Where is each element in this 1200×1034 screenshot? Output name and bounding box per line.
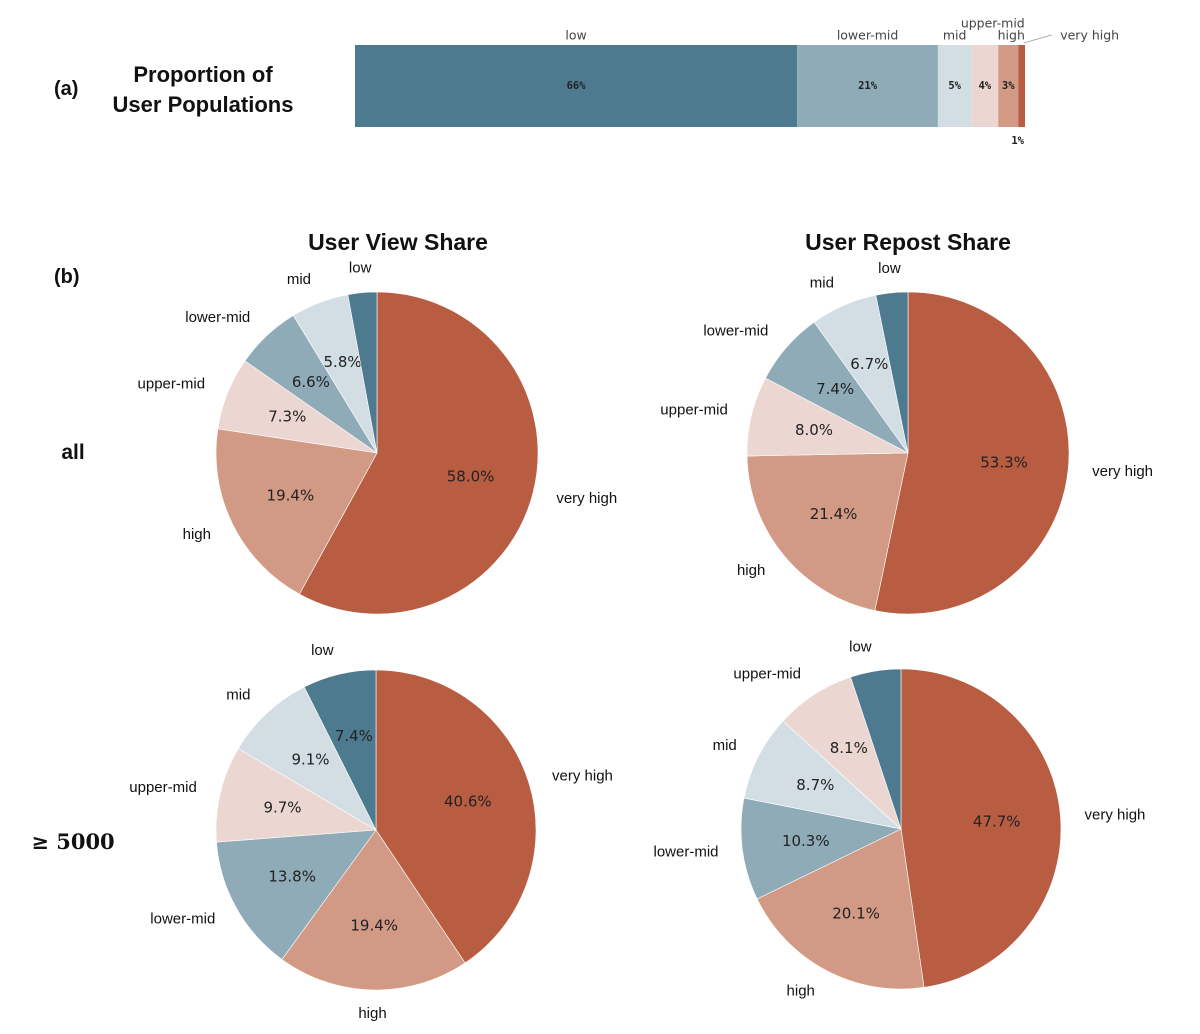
bar-value-label-low: 66% [567,80,587,92]
column-title-view-share: User View Share [308,229,488,255]
pie-slice-low [347,291,378,454]
bar-category-label-mid: mid [943,28,967,43]
pie-view-all: 58.0% very high 19.4% high 7.3% upper-mid 6.6%… [138,260,617,615]
bar-category-label-upper-mid: upper-mid [961,16,1025,31]
panel-b-tag: (b) [54,266,80,288]
pie-value-label-upper-mid: 8.0% [795,421,833,439]
pie-value-label-upper-mid: 9.7% [263,799,301,817]
pie-category-label-high: high [787,983,815,1000]
pie-category-label-low: low [878,260,901,277]
bar-category-label-high: high [998,28,1025,43]
pie-slice-low [875,291,909,454]
pie-slice-high [746,452,909,611]
pie-value-label-mid: 5.8% [324,353,362,371]
bar-segment-very-high [1018,45,1025,127]
pie-slice-lower-mid [216,829,377,960]
pie-slice-high [756,828,925,990]
pie-value-label-high: 20.1% [832,904,880,922]
pie-category-label-low: low [849,638,872,655]
pie-category-label-upper-mid: upper-mid [129,779,197,796]
pie-repost-5000: 47.7% very high 20.1% high 10.3% lower-mid 8.7… [654,638,1146,999]
bar-category-label-very-high: very high [1060,28,1119,43]
pie-value-label-upper-mid: 7.3% [268,408,306,426]
pie-category-label-high: high [737,562,765,579]
bar-segment-lower-mid [797,45,938,127]
pie-repost-all: 53.3% very high 21.4% high 8.0% upper-mid 7.4%… [660,260,1153,615]
pie-category-label-very-high: very high [1092,463,1153,480]
pie-value-label-mid: 9.1% [291,750,329,768]
pie-slice-low [303,669,377,831]
bar-value-label-lower-mid: 21% [858,80,878,92]
pie-category-label-mid: mid [287,271,311,288]
bar-value-label-very-high: 1% [1011,135,1024,147]
bar-chart-title-line2: User Populations [113,92,294,117]
pie-category-label-low: low [311,642,334,659]
bar-chart-title-line1: Proportion of [133,62,273,87]
pie-value-label-lower-mid: 7.4% [816,380,854,398]
pie-category-label-mid: mid [713,737,737,754]
pie-value-label-upper-mid: 8.1% [830,739,868,757]
pie-category-label-lower-mid: lower-mid [654,844,719,861]
pie-category-label-upper-mid: upper-mid [733,666,801,683]
pie-category-label-very-high: very high [552,767,613,784]
bar-leader-line [1023,34,1052,44]
pie-value-label-lower-mid: 10.3% [782,832,830,850]
pie-category-label-lower-mid: lower-mid [703,322,768,339]
bar-value-label-upper-mid: 4% [978,80,991,92]
pie-value-label-mid: 8.7% [796,776,834,794]
pie-category-label-very-high: very high [556,490,617,507]
pie-slice-very-high [375,669,537,964]
pie-slice-low [850,668,902,830]
bar-category-label-lower-mid: lower-mid [837,28,898,43]
pie-value-label-very-high: 47.7% [973,813,1021,831]
column-title-repost-share: User Repost Share [805,229,1011,255]
pie-value-label-lower-mid: 13.8% [268,867,316,885]
pie-value-label-high: 21.4% [810,505,858,523]
pie-slice-mid [237,686,377,831]
bar-value-label-mid: 5% [948,80,961,92]
pie-category-label-low: low [349,260,372,277]
pie-value-label-high: 19.4% [267,486,315,504]
pie-value-label-very-high: 53.3% [980,453,1028,471]
pie-slice-very-high [299,291,539,615]
pie-value-label-mid: 6.7% [850,355,888,373]
pie-slice-lower-mid [740,797,902,900]
stacked-bar-chart: low 66% lower-mid 21% mid 5% upper-mid 4% high 3%… [355,16,1119,147]
pie-category-label-very-high: very high [1085,807,1146,824]
pie-category-label-mid: mid [810,274,834,291]
bar-segment-low [355,45,798,127]
pie-category-label-lower-mid: lower-mid [185,309,250,326]
bar-segment-upper-mid [971,45,999,127]
pie-slice-high [215,428,378,595]
pie-slice-high [281,829,466,991]
pie-category-label-high: high [183,526,211,543]
pie-value-label-very-high: 58.0% [447,468,495,486]
pie-slice-very-high [874,291,1070,615]
pie-slice-very-high [900,668,1062,988]
pie-category-label-high: high [358,1005,386,1022]
panel-a-tag: (a) [54,78,78,100]
pie-slice-mid [743,720,902,830]
pie-view-5000: 40.6% very high 19.4% high 13.8% lower-mid 9.7… [129,642,613,1022]
pie-value-label-lower-mid: 6.6% [292,373,330,391]
bar-segment-high [998,45,1019,127]
row-label-all: all [61,441,84,464]
bar-category-label-low: low [565,28,586,43]
pie-category-label-upper-mid: upper-mid [660,401,728,418]
pie-value-label-low: 7.4% [335,727,373,745]
pie-value-label-very-high: 40.6% [444,793,492,811]
pie-category-label-lower-mid: lower-mid [150,911,215,928]
bar-value-label-high: 3% [1002,80,1015,92]
row-label-5000: ≥ 5000 [31,829,114,854]
pie-value-label-high: 19.4% [350,916,398,934]
pie-category-label-upper-mid: upper-mid [138,375,206,392]
bar-segment-mid [937,45,972,127]
pie-category-label-mid: mid [226,686,250,703]
pie-slice-upper-mid [215,748,377,843]
